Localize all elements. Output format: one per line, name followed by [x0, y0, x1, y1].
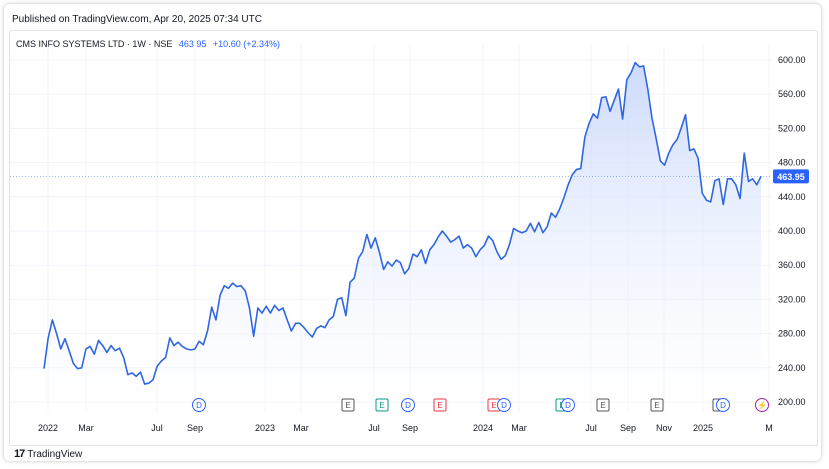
dividend-marker-icon[interactable] [401, 398, 415, 412]
earnings-marker-icon[interactable] [433, 398, 447, 412]
published-text: Published on TradingView.com, Apr 20, 20… [12, 14, 262, 25]
y-tick-label: 240.00 [778, 363, 806, 373]
symbol-price: 463.95 [178, 39, 207, 49]
x-tick-label: Jul [585, 423, 597, 433]
y-tick-label: 400.00 [778, 226, 806, 236]
y-tick-label: 280.00 [778, 329, 806, 339]
x-tick-label: Mar [78, 423, 94, 433]
event-marker-label: D [501, 401, 507, 410]
event-marker-label: E [345, 401, 350, 410]
x-tick-label: 2022 [38, 423, 58, 433]
x-tick-label: Jul [368, 423, 380, 433]
brand-name: TradingView [27, 448, 83, 460]
earnings-marker-icon[interactable] [650, 398, 664, 412]
x-tick-label: Mar [511, 423, 527, 433]
symbol-legend[interactable]: CMS INFO SYSTEMS LTD · 1W · NSE 463.95 +… [16, 39, 280, 49]
y-tick-label: 320.00 [778, 294, 806, 304]
earnings-marker-icon[interactable] [596, 398, 610, 412]
y-tick-label: 200.00 [778, 397, 806, 407]
event-marker-label: ⚡ [757, 400, 767, 410]
earnings-marker-icon[interactable] [375, 398, 389, 412]
event-marker-label: D [196, 401, 202, 410]
last-price-badge [773, 169, 809, 184]
dividend-marker-icon[interactable] [497, 398, 511, 412]
dividend-marker-icon[interactable] [716, 398, 730, 412]
symbol-name: CMS INFO SYSTEMS LTD · 1W · NSE [16, 39, 173, 49]
event-marker-label: E [379, 401, 384, 410]
y-tick-label: 480.00 [778, 158, 806, 168]
area-fill [44, 62, 761, 413]
y-tick-label: 600.00 [778, 55, 806, 65]
dividend-marker-icon[interactable] [192, 398, 206, 412]
split-marker-icon[interactable] [755, 398, 769, 412]
event-marker-label: E [600, 401, 605, 410]
x-tick-label: Sep [402, 423, 418, 433]
x-tick-label: Jul [151, 423, 163, 433]
x-tick-label: M [765, 423, 773, 433]
event-marker-label: E [654, 401, 659, 410]
event-marker-label: D [405, 401, 411, 410]
tradingview-logo-icon: 17 [14, 448, 25, 460]
x-tick-label: Sep [620, 423, 636, 433]
y-tick-label: 520.00 [778, 123, 806, 133]
published-caption: Published on TradingView.com, Apr 20, 20… [12, 14, 262, 25]
last-price-label: 463.95 [777, 172, 805, 182]
footer-brand[interactable]: 17 TradingView [14, 448, 82, 460]
x-tick-label: 2023 [255, 423, 275, 433]
earnings-marker-icon[interactable] [341, 398, 355, 412]
y-tick-label: 440.00 [778, 192, 806, 202]
x-tick-label: 2025 [693, 423, 713, 433]
event-marker-label: D [720, 401, 726, 410]
y-tick-label: 560.00 [778, 89, 806, 99]
event-marker-label: E [437, 401, 442, 410]
x-tick-label: Mar [293, 423, 309, 433]
event-marker-label: E [491, 401, 496, 410]
dividend-marker-icon[interactable] [561, 398, 575, 412]
price-line [43, 61, 762, 385]
symbol-change: +10.60 (+2.34%) [212, 39, 280, 49]
y-tick-label: 360.00 [778, 260, 806, 270]
x-tick-label: 2024 [473, 423, 493, 433]
x-tick-label: Nov [656, 423, 673, 433]
x-tick-label: Sep [187, 423, 203, 433]
event-marker-label: D [565, 401, 571, 410]
